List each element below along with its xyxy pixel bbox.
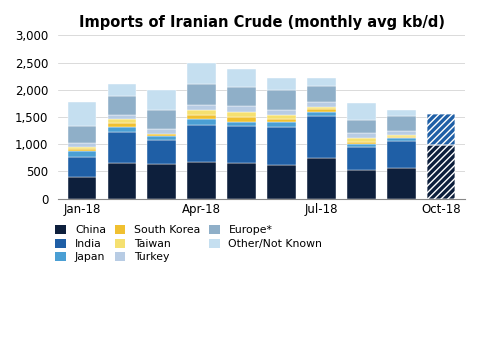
Bar (387, 168, 416, 199)
Bar (108, 163, 136, 199)
Bar (227, 69, 256, 87)
Bar (387, 111, 416, 116)
Bar (187, 119, 216, 125)
Bar (227, 122, 256, 126)
Bar (187, 115, 216, 119)
Bar (387, 137, 416, 138)
Bar (307, 110, 336, 112)
Bar (227, 126, 256, 163)
Bar (267, 78, 296, 90)
Bar (387, 131, 416, 135)
Bar (347, 147, 376, 170)
Bar (267, 111, 296, 115)
Bar (307, 78, 336, 86)
Bar (347, 142, 376, 144)
Bar (227, 106, 256, 112)
Bar (187, 105, 216, 111)
Bar (147, 134, 176, 136)
Bar (68, 147, 96, 148)
Bar (347, 103, 376, 120)
Bar (267, 115, 296, 119)
Bar (68, 148, 96, 151)
Bar (108, 123, 136, 127)
Bar (227, 112, 256, 117)
Bar (68, 143, 96, 147)
Bar (108, 115, 136, 119)
Bar (147, 90, 176, 111)
Bar (227, 163, 256, 199)
Bar (427, 114, 456, 145)
Bar (187, 125, 216, 161)
Bar (347, 144, 376, 147)
Bar (267, 122, 296, 127)
Bar (108, 132, 136, 163)
Bar (108, 96, 136, 115)
Bar (147, 164, 176, 199)
Bar (187, 161, 216, 199)
Bar (147, 136, 176, 140)
Bar (108, 127, 136, 132)
Bar (147, 130, 176, 134)
Bar (307, 158, 336, 199)
Bar (68, 151, 96, 157)
Bar (387, 138, 416, 141)
Bar (187, 111, 216, 115)
Bar (347, 120, 376, 133)
Bar (227, 87, 256, 106)
Title: Imports of Iranian Crude (monthly avg kb/d): Imports of Iranian Crude (monthly avg kb… (79, 15, 444, 30)
Bar (68, 102, 96, 126)
Legend: China, India, Japan, South Korea, Taiwan, Turkey, Europe*, Other/Not Known: China, India, Japan, South Korea, Taiwan… (55, 225, 323, 263)
Bar (147, 140, 176, 164)
Bar (307, 112, 336, 117)
Bar (347, 138, 376, 142)
Bar (347, 133, 376, 138)
Bar (347, 170, 376, 199)
Bar (307, 86, 336, 102)
Bar (307, 117, 336, 158)
Bar (307, 102, 336, 107)
Bar (227, 117, 256, 122)
Bar (267, 127, 296, 165)
Bar (427, 114, 456, 145)
Bar (267, 165, 296, 199)
Bar (387, 116, 416, 131)
Bar (427, 145, 456, 199)
Bar (267, 119, 296, 122)
Bar (187, 84, 216, 105)
Bar (307, 107, 336, 110)
Bar (187, 63, 216, 84)
Bar (68, 126, 96, 143)
Bar (108, 119, 136, 123)
Bar (387, 135, 416, 137)
Bar (68, 177, 96, 199)
Bar (108, 84, 136, 96)
Bar (267, 90, 296, 111)
Bar (387, 141, 416, 168)
Bar (427, 145, 456, 199)
Bar (147, 111, 176, 130)
Bar (68, 157, 96, 177)
